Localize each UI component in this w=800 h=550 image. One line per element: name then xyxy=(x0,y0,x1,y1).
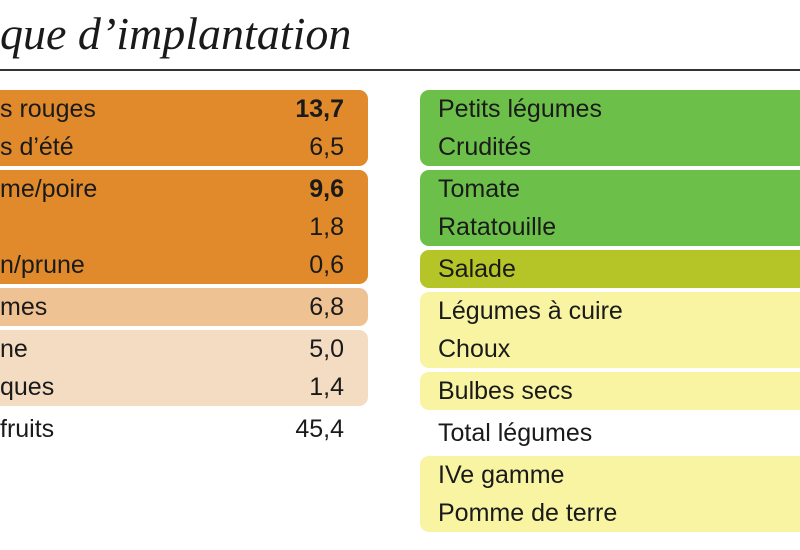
row-label: me/poire xyxy=(0,174,98,203)
table-row: ques 1,4 xyxy=(0,368,368,406)
vegetables-column: Petits légumes Crudités Tomate 1 Ratatou… xyxy=(420,90,800,536)
vegetables-group-bulbs: Bulbes secs xyxy=(420,372,800,410)
row-value: 1,4 xyxy=(309,372,344,401)
row-label: Pomme de terre xyxy=(438,498,618,527)
row-label: Salade xyxy=(438,254,516,283)
row-label: mes xyxy=(0,292,48,321)
table-row: n/prune 0,6 xyxy=(0,246,368,284)
row-label: Tomate xyxy=(438,174,520,203)
row-label: ques xyxy=(0,372,55,401)
fruits-group-red-fruits: s rouges 13,7 s d’été 6,5 xyxy=(0,90,368,166)
table-row: s rouges 13,7 xyxy=(0,90,368,128)
vegetables-group-small: Petits légumes Crudités xyxy=(420,90,800,166)
fruits-group-light: mes 6,8 xyxy=(0,288,368,326)
row-label: s d’été xyxy=(0,132,74,161)
page-title: que d’implantation xyxy=(0,8,352,59)
row-value: 9,6 xyxy=(309,174,344,203)
table-row: Choux xyxy=(420,330,800,368)
table-row: ne 5,0 xyxy=(0,330,368,368)
vegetables-group-cooking: Légumes à cuire Choux xyxy=(420,292,800,368)
row-label: ne xyxy=(0,334,28,363)
vegetables-group-tomato: Tomate 1 Ratatouille xyxy=(420,170,800,246)
row-label: Bulbes secs xyxy=(438,376,573,405)
table-row: Légumes à cuire xyxy=(420,292,800,330)
title-divider xyxy=(0,69,800,71)
table-row: me/poire 9,6 xyxy=(0,170,368,208)
total-label: Total légumes xyxy=(438,418,593,447)
row-value: 6,5 xyxy=(309,132,344,161)
fruits-group-pale: ne 5,0 ques 1,4 xyxy=(0,330,368,406)
table-row: Petits légumes xyxy=(420,90,800,128)
fruits-total-row: fruits 45,4 xyxy=(0,410,368,448)
table-row: Bulbes secs xyxy=(420,372,800,410)
table-row: Crudités xyxy=(420,128,800,166)
table-row: Ratatouille xyxy=(420,208,800,246)
table-row: s d’été 6,5 xyxy=(0,128,368,166)
row-label: IVe gamme xyxy=(438,460,565,489)
table-row: Pomme de terre xyxy=(420,494,800,532)
table-row: Tomate 1 xyxy=(420,170,800,208)
row-value: 0,6 xyxy=(309,250,344,279)
row-value: 1,8 xyxy=(309,212,344,241)
row-label: Légumes à cuire xyxy=(438,296,623,325)
fruits-group-pome: me/poire 9,6 1,8 n/prune 0,6 xyxy=(0,170,368,284)
table-row: IVe gamme xyxy=(420,456,800,494)
row-value: 6,8 xyxy=(309,292,344,321)
row-label: Choux xyxy=(438,334,511,363)
row-label: Petits légumes xyxy=(438,94,602,123)
vegetables-group-salad: Salade xyxy=(420,250,800,288)
row-value: 13,7 xyxy=(295,94,344,123)
table-row: 1,8 xyxy=(0,208,368,246)
row-value: 5,0 xyxy=(309,334,344,363)
vegetables-total-row: Total légumes 5 xyxy=(420,414,800,452)
row-label: Crudités xyxy=(438,132,532,161)
table-row: mes 6,8 xyxy=(0,288,368,326)
fruits-column: s rouges 13,7 s d’été 6,5 me/poire 9,6 1… xyxy=(0,90,368,452)
total-value: 45,4 xyxy=(295,414,344,443)
row-label: n/prune xyxy=(0,250,85,279)
total-label: fruits xyxy=(0,414,55,443)
row-label: s rouges xyxy=(0,94,96,123)
table-row: Salade xyxy=(420,250,800,288)
row-label: Ratatouille xyxy=(438,212,557,241)
vegetables-group-other: IVe gamme Pomme de terre xyxy=(420,456,800,532)
